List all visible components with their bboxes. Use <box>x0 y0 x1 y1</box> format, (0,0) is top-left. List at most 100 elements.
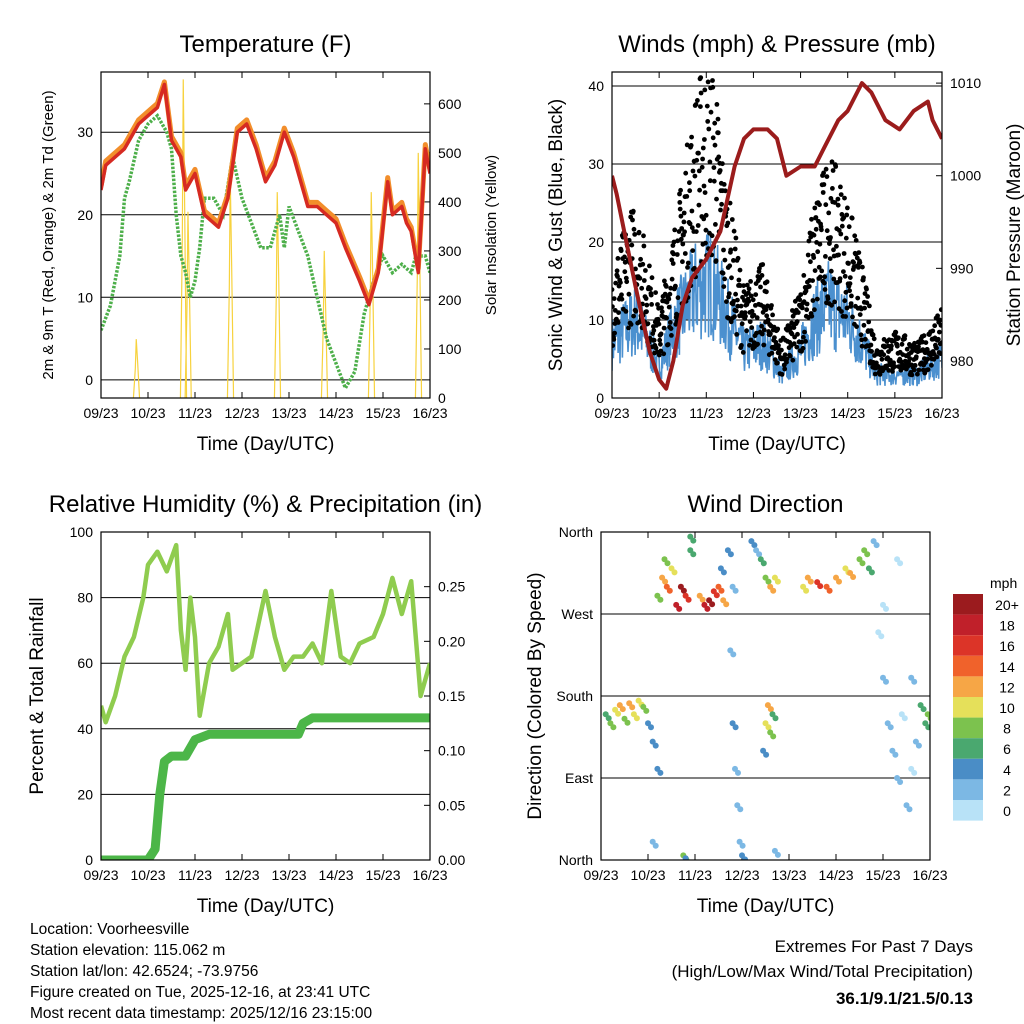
x-axis-label: Time (Day/UTC) <box>708 434 846 455</box>
y-tick-label: West <box>561 606 593 622</box>
gust-point <box>837 276 843 281</box>
gust-point <box>934 345 939 351</box>
gust-point <box>843 289 849 295</box>
gust-point <box>629 242 635 248</box>
gust-point <box>711 165 717 171</box>
gust-point <box>775 326 781 332</box>
gust-point <box>733 308 739 314</box>
gust-point <box>616 310 621 315</box>
gust-point <box>672 227 678 233</box>
extremes-title: Extremes For Past 7 Days <box>775 937 973 956</box>
direction-point <box>732 587 739 594</box>
gust-point <box>763 307 769 313</box>
gust-point <box>615 320 621 325</box>
gust-point <box>924 347 930 352</box>
direction-point <box>690 537 697 544</box>
gust-point <box>651 337 657 343</box>
gust-point <box>655 316 661 322</box>
gust-point <box>810 278 815 283</box>
gust-point <box>776 343 781 348</box>
y2-tick-label: 0.15 <box>438 688 465 704</box>
gust-point <box>710 135 716 141</box>
gust-point <box>916 344 921 350</box>
gust-point <box>801 334 806 340</box>
gust-point <box>641 243 647 249</box>
direction-point <box>920 706 927 713</box>
legend-label: 0 <box>1003 803 1011 819</box>
gust-point <box>640 261 646 267</box>
y-tick-label: North <box>559 524 593 540</box>
latlon-text: Station lat/lon: 42.6524; -73.9756 <box>30 963 258 980</box>
y-tick-label: 0 <box>85 372 93 388</box>
gust-point <box>683 170 689 176</box>
panel-3: Wind DirectionNorthEastSouthWestNorth09/… <box>525 491 1019 917</box>
gust-point <box>742 310 748 315</box>
y2-tick-label: 300 <box>438 243 462 259</box>
gust-point <box>675 295 681 301</box>
gust-point <box>699 164 705 170</box>
x-tick-label: 09/23 <box>583 867 618 883</box>
x-tick-label: 10/23 <box>130 405 165 421</box>
legend-label: 14 <box>999 659 1015 675</box>
gust-point <box>626 325 631 331</box>
gust-point <box>703 212 709 218</box>
gust-point <box>747 319 753 325</box>
gust-point <box>626 291 632 297</box>
gust-point <box>748 279 753 284</box>
direction-point <box>826 587 833 594</box>
gust-point <box>705 119 711 124</box>
gust-point <box>891 360 896 366</box>
gust-point <box>722 257 728 263</box>
gust-point <box>824 174 830 180</box>
gust-point <box>656 321 662 327</box>
gust-point <box>679 226 685 231</box>
solar-spike <box>132 339 141 398</box>
legend-label: 4 <box>1003 762 1011 778</box>
gust-point <box>834 243 839 249</box>
gust-point <box>693 229 699 235</box>
direction-point <box>723 601 730 608</box>
plot-frame <box>100 71 431 399</box>
y2-tick-label: 0 <box>438 390 446 406</box>
gust-point <box>791 341 797 347</box>
extremes-values: 36.1/9.1/21.5/0.13 <box>836 989 973 1008</box>
gust-point <box>633 266 638 272</box>
gust-point <box>712 142 718 148</box>
gust-point <box>795 331 800 337</box>
gust-point <box>861 275 866 280</box>
y2-tick-label: 0.25 <box>438 579 465 595</box>
gust-point <box>619 296 625 302</box>
gust-point <box>727 263 733 269</box>
gust-point <box>764 313 770 319</box>
gust-point <box>815 249 821 255</box>
gust-point <box>612 330 617 336</box>
direction-point <box>803 587 810 594</box>
gust-point <box>753 292 759 297</box>
gust-point <box>907 356 913 361</box>
gust-point <box>726 291 732 296</box>
gust-point <box>658 331 664 337</box>
direction-point <box>859 560 866 567</box>
direction-point <box>767 706 774 713</box>
gust-point <box>722 188 728 194</box>
gust-point <box>790 357 796 363</box>
y2-axis-label: Solar Insolation (Yellow) <box>483 155 500 315</box>
gust-point <box>623 309 629 314</box>
solar-spike <box>226 177 235 398</box>
y-axis-label: Direction (Colored By Speed) <box>525 572 546 819</box>
gust-point <box>915 371 920 377</box>
direction-point <box>887 724 894 731</box>
gust-point <box>754 330 759 336</box>
gust-point <box>641 233 646 239</box>
direction-point <box>897 779 904 785</box>
direction-point <box>770 587 777 594</box>
gust-point <box>663 284 669 289</box>
gust-point <box>803 339 808 344</box>
gust-point <box>804 307 810 313</box>
gust-point <box>697 187 702 193</box>
gust-point <box>704 103 710 109</box>
gust-point <box>921 333 927 339</box>
y-tick-label: 100 <box>70 524 94 540</box>
gust-point <box>823 254 828 259</box>
